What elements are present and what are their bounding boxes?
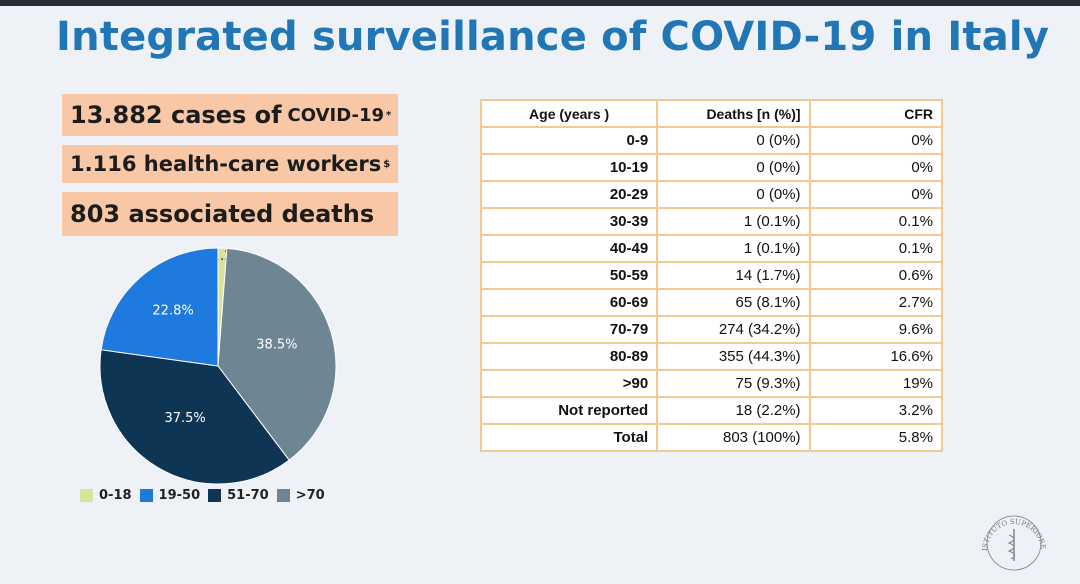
table-row: 10-19 0 (0%) 0%: [479, 153, 944, 182]
svg-text:ISTITUTO SUPERIORE DI SANITÀ: ISTITUTO SUPERIORE DI SANITÀ: [975, 505, 1047, 552]
legend-swatch: [208, 489, 222, 502]
pie-slice-19-50: [100, 247, 219, 367]
legend-item: 19-50: [139, 488, 201, 503]
legend-label: 51-70: [227, 488, 269, 503]
deaths-cell: 14 (1.7%): [656, 261, 811, 290]
table-row: 60-69 65 (8.1%) 2.7%: [479, 288, 944, 317]
legend-label: 19-50: [158, 488, 201, 503]
table-row: 20-29 0 (0%) 0%: [479, 180, 944, 209]
hcw-number: 1.116: [70, 152, 137, 176]
deaths-cfr-table: Age (years ) Deaths [n (%)] CFR 0-9 0 (0%…: [479, 99, 944, 452]
header-age: Age (years ): [479, 99, 659, 128]
deaths-cell: 1 (0.1%): [656, 234, 811, 263]
deaths-cell: 18 (2.2%): [656, 396, 811, 425]
deaths-cell: 75 (9.3%): [656, 369, 811, 398]
cfr-cell: 0%: [808, 126, 944, 155]
deaths-cell: 0 (0%): [656, 153, 811, 182]
table-row: 80-89 355 (44.3%) 16.6%: [479, 342, 944, 371]
cases-label: cases of: [170, 101, 282, 129]
table-row: 70-79 274 (34.2%) 9.6%: [479, 315, 944, 344]
pie-data-label: 38.5%: [256, 338, 297, 353]
page-title: Integrated surveillance of COVID-19 in I…: [56, 14, 1050, 60]
table-row: 40-49 1 (0.1%) 0.1%: [479, 234, 944, 263]
table-row: Total 803 (100%) 5.8%: [479, 423, 944, 452]
cases-suffix: COVID-19: [287, 104, 384, 126]
table-header-row: Age (years ) Deaths [n (%)] CFR: [479, 99, 944, 128]
cfr-cell: 0.6%: [808, 261, 944, 290]
hcw-stat: 1.116 health-care workers $: [62, 145, 398, 183]
deaths-cell: 0 (0%): [656, 180, 811, 209]
age-pie-chart: 1.2%38.5%37.5%22.8%: [99, 247, 337, 485]
cfr-cell: 0.1%: [808, 207, 944, 236]
table-row: 0-9 0 (0%) 0%: [479, 126, 944, 155]
institute-seal-logo: ISTITUTO SUPERIORE DI SANITÀ: [975, 505, 1047, 571]
pie-data-label: 37.5%: [164, 411, 205, 426]
legend-label: 0-18: [99, 488, 132, 503]
top-bar: [0, 0, 1080, 6]
age-cell: 40-49: [479, 234, 659, 263]
cfr-cell: 5.8%: [808, 423, 944, 452]
deaths-cell: 803 (100%): [656, 423, 811, 452]
legend-item: 0-18: [80, 488, 132, 503]
age-cell: >90: [479, 369, 659, 398]
legend-item: >70: [276, 488, 325, 503]
table-row: 30-39 1 (0.1%) 0.1%: [479, 207, 944, 236]
age-cell: 50-59: [479, 261, 659, 290]
cfr-cell: 0%: [808, 180, 944, 209]
cases-footnote-mark: *: [386, 109, 392, 121]
cfr-cell: 16.6%: [808, 342, 944, 371]
legend-swatch: [80, 489, 93, 502]
header-deaths: Deaths [n (%)]: [656, 99, 811, 128]
deaths-cell: 274 (34.2%): [656, 315, 811, 344]
cfr-cell: 0.1%: [808, 234, 944, 263]
hcw-label: health-care workers: [143, 152, 382, 176]
pie-slice-51-70: [99, 349, 290, 485]
age-cell: 20-29: [479, 180, 659, 209]
age-cell: Not reported: [479, 396, 659, 425]
legend-label: >70: [295, 488, 325, 503]
deaths-cell: 355 (44.3%): [656, 342, 811, 371]
hcw-footnote-mark: $: [383, 158, 391, 170]
age-cell: 80-89: [479, 342, 659, 371]
pie-legend: 0-18 19-50 51-70 >70: [80, 488, 333, 503]
deaths-cell: 0 (0%): [656, 126, 811, 155]
legend-swatch: [276, 489, 290, 502]
table-row: 50-59 14 (1.7%) 0.6%: [479, 261, 944, 290]
cfr-cell: 9.6%: [808, 315, 944, 344]
table-row: Not reported 18 (2.2%) 3.2%: [479, 396, 944, 425]
pie-data-label: 22.8%: [152, 303, 193, 318]
cfr-cell: 3.2%: [808, 396, 944, 425]
cases-number: 13.882: [70, 101, 163, 129]
table-row: >90 75 (9.3%) 19%: [479, 369, 944, 398]
age-cell: 30-39: [479, 207, 659, 236]
cfr-cell: 2.7%: [808, 288, 944, 317]
cases-stat: 13.882 cases of COVID-19 *: [62, 94, 398, 136]
legend-swatch: [139, 489, 153, 502]
deaths-cell: 1 (0.1%): [656, 207, 811, 236]
pie-slice-70: [217, 247, 337, 461]
deaths-stat: 803 associated deaths: [62, 192, 398, 236]
deaths-cell: 65 (8.1%): [656, 288, 811, 317]
header-cfr: CFR: [808, 99, 944, 128]
cfr-cell: 0%: [808, 153, 944, 182]
age-cell: 70-79: [479, 315, 659, 344]
cfr-cell: 19%: [808, 369, 944, 398]
age-cell: 60-69: [479, 288, 659, 317]
age-cell: 0-9: [479, 126, 659, 155]
legend-item: 51-70: [208, 488, 269, 503]
age-cell: Total: [479, 423, 659, 452]
age-cell: 10-19: [479, 153, 659, 182]
